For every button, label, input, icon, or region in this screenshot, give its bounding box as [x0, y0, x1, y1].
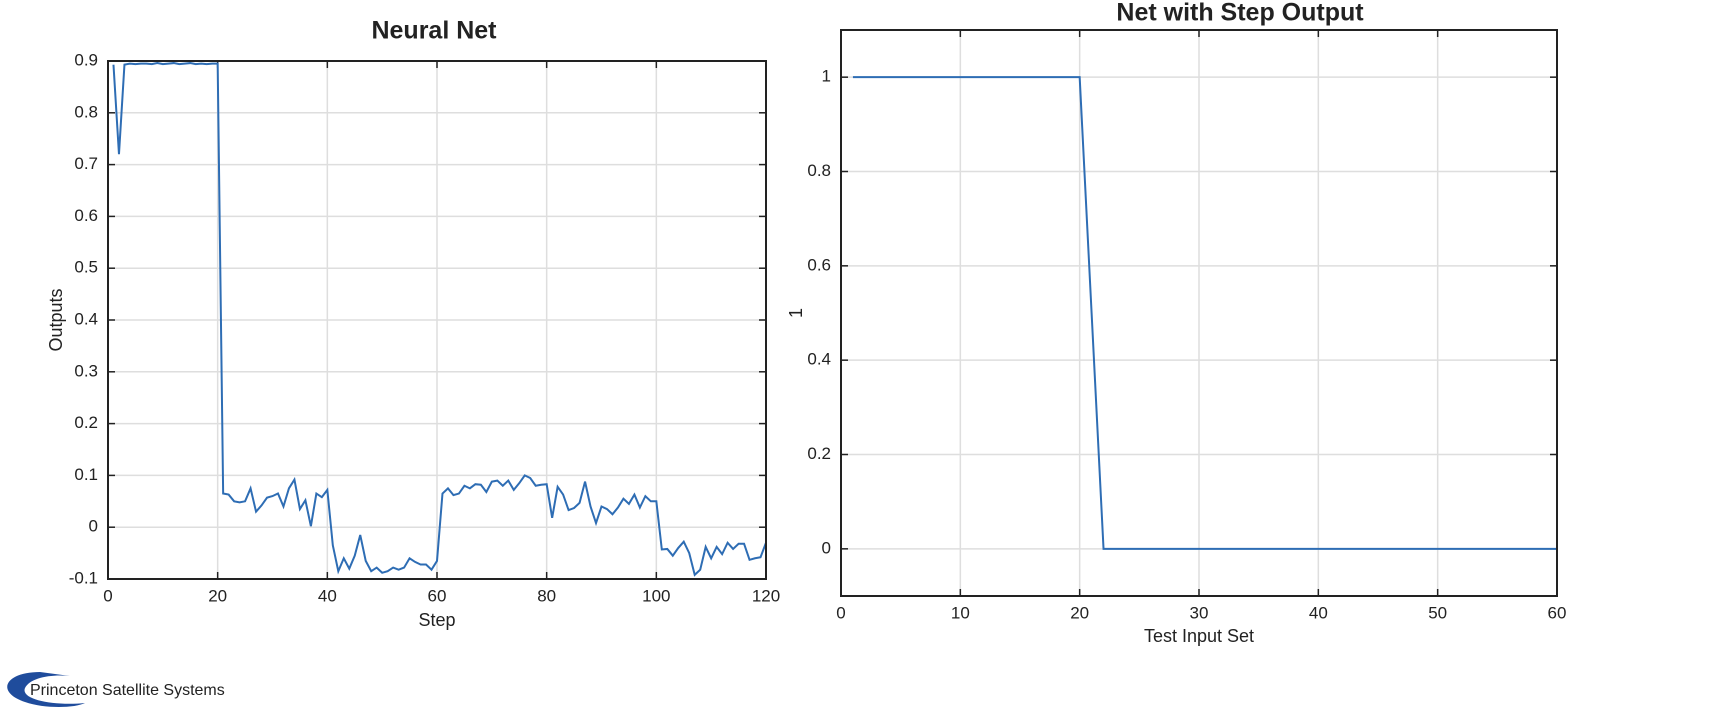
y-tick-label: 0.1	[74, 465, 98, 484]
x-axis-label: Step	[418, 610, 455, 630]
y-tick-label: 0.4	[74, 309, 98, 328]
x-tick-label: 120	[752, 586, 780, 605]
logo: Princeton Satellite Systems	[7, 672, 225, 707]
logo-swoosh	[7, 672, 86, 707]
x-tick-label: 100	[642, 586, 670, 605]
x-tick-label: 40	[1309, 603, 1328, 622]
y-tick-label: 0.3	[74, 361, 98, 380]
x-axis-label: Test Input Set	[1144, 626, 1254, 646]
y-tick-label: 0.2	[807, 444, 831, 463]
x-tick-label: 80	[537, 586, 556, 605]
y-tick-label: 0.7	[74, 154, 98, 173]
y-tick-label: 0.6	[807, 255, 831, 274]
y-axis-label: 1	[786, 308, 806, 318]
plot-frame	[107, 60, 767, 580]
y-tick-label: 0	[89, 517, 98, 536]
y-tick-label: 0.2	[74, 413, 98, 432]
data-line	[852, 76, 1557, 550]
x-tick-label: 60	[428, 586, 447, 605]
y-tick-label: 1	[822, 67, 831, 86]
y-tick-label: 0.5	[74, 258, 98, 277]
x-tick-label: 20	[1070, 603, 1089, 622]
y-tick-label: 0.6	[74, 206, 98, 225]
data-line	[112, 62, 767, 577]
y-tick-label: 0.8	[74, 102, 98, 121]
x-tick-label: 10	[951, 603, 970, 622]
plot-frame	[840, 29, 1558, 597]
y-axis-label: Outputs	[46, 288, 66, 351]
x-tick-label: 30	[1190, 603, 1209, 622]
x-tick-label: 50	[1428, 603, 1447, 622]
y-tick-label: -0.1	[69, 568, 98, 587]
x-tick-label: 0	[836, 603, 845, 622]
x-tick-label: 60	[1548, 603, 1567, 622]
y-tick-label: 0.9	[74, 50, 98, 69]
chart-title: Neural Net	[371, 17, 497, 45]
chart-title: Net with Step Output	[1116, 0, 1364, 27]
logo-text: Princeton Satellite Systems	[30, 682, 225, 699]
x-tick-label: 20	[208, 586, 227, 605]
x-tick-label: 40	[318, 586, 337, 605]
y-tick-label: 0.8	[807, 161, 831, 180]
y-tick-label: 0	[822, 538, 831, 557]
y-tick-label: 0.4	[807, 350, 831, 369]
x-tick-label: 0	[103, 586, 112, 605]
